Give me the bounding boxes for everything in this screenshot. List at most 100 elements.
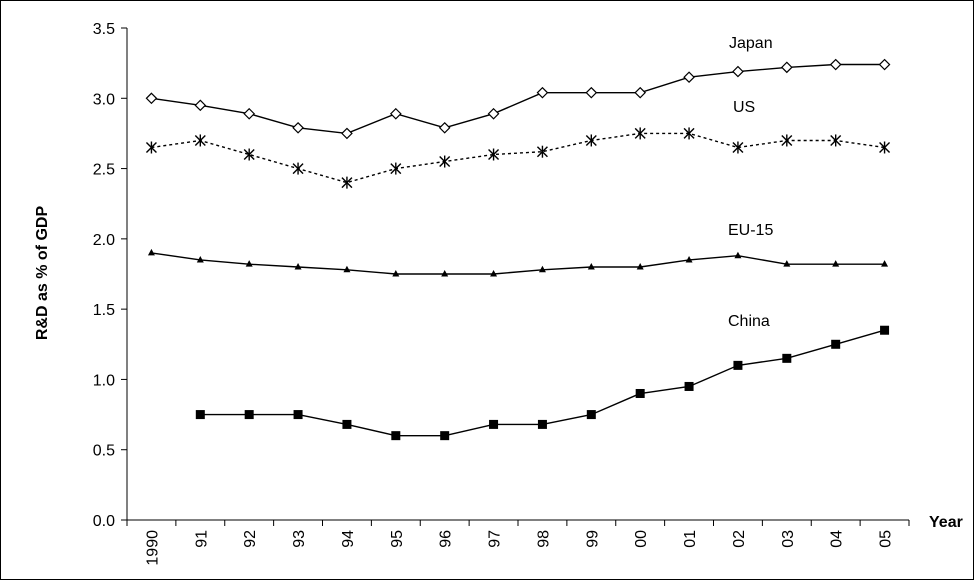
- y-tick-label: 1.5: [93, 302, 115, 319]
- x-tick-label: 98: [535, 530, 552, 548]
- axes: [126, 28, 909, 521]
- china-line: [200, 329, 885, 437]
- china-point: [782, 353, 792, 363]
- series-markers: [145, 58, 891, 441]
- x-tick-label: 93: [291, 530, 308, 548]
- us-point: [585, 134, 597, 147]
- eu-15-point: [636, 262, 644, 270]
- y-tick-label: 3.0: [93, 91, 115, 108]
- eu-15-point: [196, 255, 204, 263]
- eu-15-point: [832, 260, 840, 267]
- us-point: [830, 134, 842, 147]
- china-point: [342, 419, 352, 429]
- x-tick-label: 1990: [144, 530, 161, 566]
- us-point: [488, 148, 500, 161]
- china-point: [635, 388, 645, 398]
- y-tick-label: 0.5: [93, 443, 115, 460]
- china-point: [489, 419, 499, 429]
- china-point: [831, 339, 841, 349]
- x-axis-title: Year: [929, 514, 963, 531]
- china-series-label: China: [728, 313, 770, 330]
- x-tick-label: 96: [438, 530, 455, 548]
- eu-15-point: [147, 248, 155, 256]
- us-point: [634, 127, 646, 140]
- china-point: [195, 410, 205, 420]
- y-tick-label: 3.5: [93, 21, 115, 38]
- series-lines: [151, 63, 885, 437]
- japan-point: [683, 71, 695, 84]
- japan-point: [878, 58, 891, 71]
- eu-15-point: [587, 262, 595, 270]
- us-point: [145, 141, 157, 154]
- x-axis-ticks: 1990 91 92 93 94 95 96 97 98 99 00 01 02 03 04 05: [126, 520, 910, 566]
- china-point: [733, 360, 743, 370]
- china-point: [391, 431, 401, 441]
- x-tick-label: 00: [633, 530, 650, 548]
- japan-point: [732, 65, 744, 78]
- us-point: [292, 162, 304, 175]
- us-point: [243, 148, 255, 161]
- japan-point: [389, 107, 402, 120]
- japan-series-label: Japan: [729, 35, 773, 52]
- us-line: [151, 132, 885, 184]
- y-axis-title: R&D as % of GDP: [34, 206, 51, 341]
- china-point: [293, 410, 303, 420]
- china-point: [440, 431, 450, 441]
- eu-15-point: [490, 270, 498, 277]
- eu-15-point: [881, 260, 889, 267]
- x-tick-label: 99: [584, 530, 601, 548]
- us-point: [439, 155, 451, 168]
- japan-point: [585, 86, 598, 99]
- us-point: [683, 127, 695, 140]
- japan-point: [829, 58, 842, 71]
- eu-15-line: [151, 252, 885, 275]
- x-tick-label: 03: [780, 530, 797, 548]
- us-point: [390, 162, 402, 175]
- us-point: [879, 141, 891, 154]
- japan-point: [194, 99, 207, 112]
- us-point: [732, 141, 744, 154]
- x-tick-label: 97: [487, 530, 504, 548]
- china-point: [244, 410, 254, 420]
- us-point: [341, 176, 353, 189]
- x-tick-label: 02: [731, 530, 748, 548]
- japan-point: [536, 86, 549, 99]
- eu-15-point: [343, 265, 351, 273]
- us-point: [536, 145, 548, 158]
- japan-point: [292, 121, 304, 134]
- eu-15-point: [294, 262, 302, 270]
- y-tick-label: 0.0: [93, 513, 115, 530]
- series-labels: Japan US EU-15 China: [728, 35, 773, 330]
- eu-15-point: [245, 260, 253, 267]
- x-tick-label: 01: [682, 530, 699, 548]
- x-tick-label: 92: [242, 530, 259, 548]
- china-point: [537, 419, 547, 429]
- eu-15-series-label: EU-15: [728, 222, 773, 239]
- us-series-label: US: [733, 99, 755, 116]
- y-axis-ticks: 0.0 0.5 1.0 1.5 2.0 2.5 3.0 3.5: [93, 21, 127, 530]
- china-point: [880, 325, 890, 335]
- japan-point: [243, 107, 256, 120]
- japan-point: [341, 127, 353, 140]
- china-point: [684, 381, 694, 391]
- japan-point: [145, 92, 158, 105]
- japan-point: [438, 121, 451, 134]
- us-point: [781, 134, 793, 147]
- japan-point: [780, 61, 793, 74]
- eu-15-point: [685, 255, 693, 263]
- japan-point: [634, 86, 647, 99]
- x-tick-label: 94: [340, 530, 357, 548]
- eu-15-point: [441, 270, 449, 277]
- eu-15-point: [392, 270, 400, 277]
- eu-15-point: [538, 265, 546, 273]
- y-tick-label: 2.5: [93, 162, 115, 179]
- eu-15-point: [783, 260, 791, 267]
- x-tick-label: 91: [193, 530, 210, 548]
- eu-15-point: [734, 251, 742, 259]
- japan-line: [151, 63, 885, 135]
- y-tick-label: 2.0: [93, 232, 115, 249]
- us-point: [194, 134, 206, 147]
- china-point: [586, 410, 596, 420]
